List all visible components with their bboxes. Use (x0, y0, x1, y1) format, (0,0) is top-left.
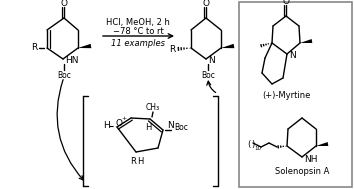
Text: NH: NH (304, 154, 318, 163)
Text: −78 °C to rt: −78 °C to rt (113, 26, 164, 36)
Bar (239, 2, 352, 187)
Text: 11 examples: 11 examples (111, 39, 165, 47)
Text: (: ( (247, 139, 250, 149)
Text: HCl, MeOH, 2 h: HCl, MeOH, 2 h (106, 18, 170, 26)
Text: ): ) (251, 139, 254, 149)
Text: N: N (167, 122, 174, 130)
Text: Boc: Boc (174, 122, 188, 132)
Text: R: R (31, 43, 37, 53)
Text: H: H (103, 121, 109, 129)
Text: N: N (208, 56, 215, 65)
Text: H: H (145, 122, 151, 132)
Text: O: O (115, 119, 122, 128)
Polygon shape (316, 142, 328, 146)
Text: H: H (137, 157, 143, 167)
Text: Boc: Boc (201, 70, 215, 80)
Polygon shape (78, 44, 91, 48)
Text: +: + (121, 115, 126, 121)
Text: O: O (202, 0, 210, 9)
Text: N: N (289, 51, 296, 60)
Text: R: R (130, 157, 136, 167)
Text: Solenopsin A: Solenopsin A (275, 167, 329, 177)
Text: HN: HN (65, 56, 79, 65)
Text: R: R (169, 44, 175, 53)
Polygon shape (221, 44, 234, 48)
Text: O: O (282, 0, 290, 6)
Text: 10: 10 (254, 146, 261, 150)
Polygon shape (300, 39, 312, 43)
Text: CH₃: CH₃ (146, 104, 160, 112)
Text: Boc: Boc (57, 70, 71, 80)
Text: O: O (61, 0, 68, 9)
Text: (+)-Myrtine: (+)-Myrtine (262, 91, 310, 101)
